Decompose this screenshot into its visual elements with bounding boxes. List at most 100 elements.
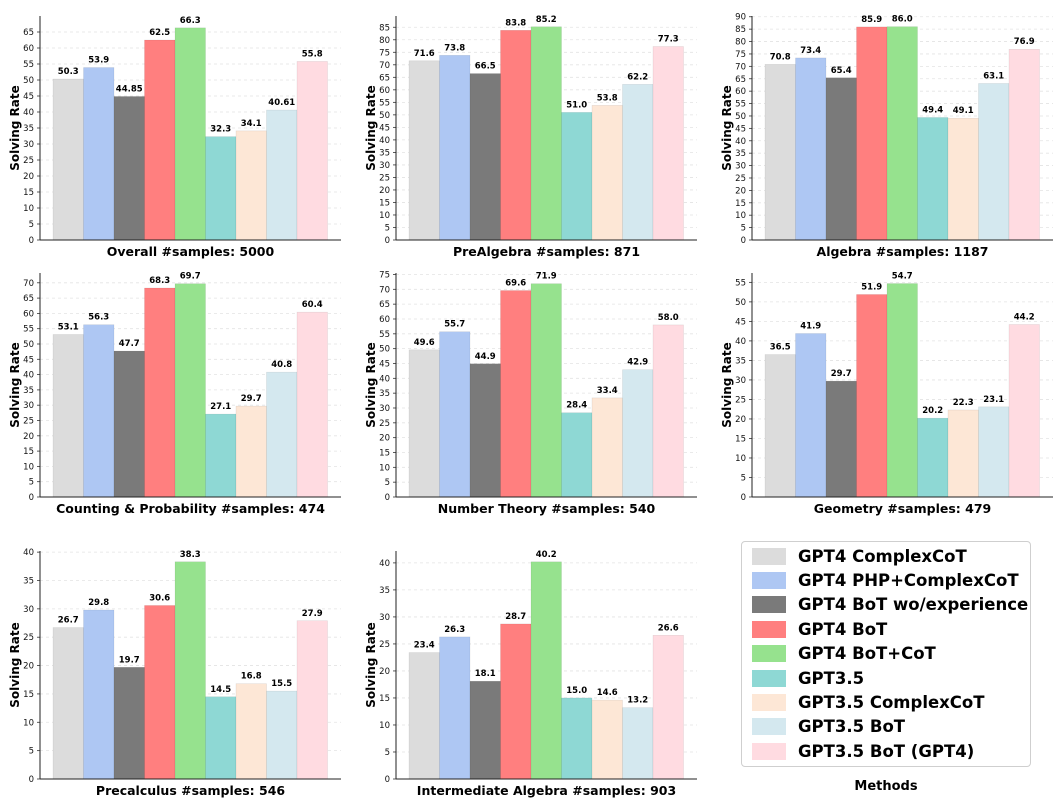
- bar: [652, 635, 684, 780]
- y-tick-label: 50: [23, 340, 34, 350]
- bar: [144, 605, 176, 780]
- bar-value-label: 86.0: [892, 15, 913, 25]
- legend-label: GPT4 BoT: [798, 619, 888, 639]
- y-tick-label: 40: [379, 374, 390, 384]
- bar-value-label: 66.3: [180, 16, 201, 26]
- bar-value-label: 44.85: [116, 84, 143, 94]
- bar-value-label: 32.3: [210, 125, 231, 135]
- bar-value-label: 30.6: [149, 593, 170, 603]
- bar: [235, 130, 267, 241]
- legend-item: GPT3.5 BoT: [752, 715, 905, 739]
- bar: [266, 690, 298, 780]
- bar: [978, 83, 1010, 241]
- bar-value-label: 38.3: [180, 550, 201, 560]
- bar-value-label: 49.4: [922, 105, 943, 115]
- y-tick-label: 45: [23, 92, 34, 102]
- bar-value-label: 77.3: [658, 35, 679, 45]
- bar-value-label: 13.2: [627, 696, 648, 706]
- y-tick-label: 50: [735, 298, 746, 308]
- subplot-title: Geometry #samples: 479: [814, 501, 991, 516]
- y-tick-label: 10: [735, 211, 746, 221]
- y-tick-label: 30: [735, 376, 746, 386]
- bar: [500, 623, 532, 780]
- bar: [500, 30, 532, 241]
- bar: [52, 78, 84, 241]
- y-tick-label: 85: [735, 25, 746, 35]
- y-tick-label: 25: [23, 156, 34, 166]
- y-tick-label: 70: [23, 279, 34, 289]
- bar-value-label: 51.0: [566, 100, 587, 110]
- bar-value-label: 29.7: [831, 369, 852, 379]
- bar: [530, 26, 562, 241]
- bar-value-label: 40.2: [536, 550, 557, 560]
- bar: [439, 331, 471, 498]
- bar: [947, 409, 979, 498]
- bar: [764, 354, 796, 498]
- bar-value-label: 73.8: [444, 43, 465, 53]
- y-tick-label: 85: [379, 23, 390, 33]
- bar: [83, 67, 115, 241]
- y-tick-label: 0: [385, 775, 390, 785]
- y-tick-label: 70: [735, 62, 746, 72]
- bar: [439, 55, 471, 241]
- bar-value-label: 55.8: [302, 49, 323, 59]
- bar: [408, 60, 440, 241]
- y-tick-label: 25: [379, 640, 390, 650]
- y-tick-label: 20: [379, 667, 390, 677]
- subplot-title: Intermediate Algebra #samples: 903: [417, 783, 676, 798]
- legend-label: GPT4 PHP+ComplexCoT: [798, 570, 1019, 590]
- bar: [795, 333, 827, 498]
- y-tick-label: 45: [379, 359, 390, 369]
- bar: [205, 413, 237, 498]
- y-tick-label: 40: [379, 559, 390, 569]
- bar: [652, 324, 684, 498]
- bar: [1008, 48, 1040, 241]
- bar: [266, 371, 298, 498]
- bar-value-label: 51.9: [861, 282, 882, 292]
- y-tick-label: 55: [23, 325, 34, 335]
- bar-value-label: 44.9: [475, 352, 496, 362]
- y-tick-label: 15: [379, 694, 390, 704]
- bar: [530, 283, 562, 498]
- y-tick-label: 20: [23, 662, 34, 672]
- bar: [296, 620, 328, 780]
- y-tick-label: 35: [23, 124, 34, 134]
- bar: [174, 27, 206, 241]
- subplot-title: Overall #samples: 5000: [107, 244, 275, 259]
- bar-value-label: 27.9: [302, 609, 323, 619]
- subplot-4: 0 5 10 15 20 25 30 35 40 45 50 55 60 65 70 53.1 56.3 47.7…: [8, 272, 341, 516]
- bar-value-label: 66.5: [475, 62, 496, 72]
- y-tick-label: 65: [379, 73, 390, 83]
- subplot-5: 0 5 10 15 20 25 30 35 40 45 50 55 60 65 70 75 49.6 55.7 44…: [364, 270, 697, 516]
- bar-value-label: 41.9: [800, 321, 821, 331]
- y-tick-label: 75: [735, 50, 746, 60]
- bar-value-label: 62.5: [149, 28, 170, 38]
- y-tick-label: 25: [735, 395, 746, 405]
- bar-value-label: 76.9: [1014, 37, 1035, 47]
- bar: [439, 636, 471, 780]
- y-tick-label: 15: [735, 434, 746, 444]
- bar-value-label: 54.7: [892, 272, 913, 282]
- y-axis-label: Solving Rate: [8, 85, 22, 170]
- bar: [622, 369, 654, 498]
- bar: [856, 26, 888, 241]
- y-tick-label: 20: [379, 186, 390, 196]
- y-tick-label: 0: [29, 236, 34, 246]
- legend-swatch: [752, 645, 786, 663]
- y-tick-label: 0: [29, 493, 34, 503]
- y-axis-label: Solving Rate: [364, 342, 378, 427]
- bar-value-label: 56.3: [88, 313, 109, 323]
- legend-label: GPT3.5: [798, 668, 865, 688]
- subplot-2: 0 5 10 15 20 25 30 35 40 45 50 55 60 65 70 75 80 85 71.6 73…: [364, 15, 697, 259]
- bar-value-label: 34.1: [241, 119, 262, 129]
- y-tick-label: 15: [23, 447, 34, 457]
- y-tick-label: 0: [741, 493, 746, 503]
- bar-value-label: 42.9: [627, 358, 648, 368]
- y-tick-label: 5: [29, 478, 34, 488]
- legend-item: GPT4 BoT wo/experience: [752, 593, 1028, 617]
- bar: [561, 697, 593, 780]
- y-tick-label: 35: [379, 389, 390, 399]
- y-axis-label: Solving Rate: [364, 622, 378, 707]
- bar-value-label: 23.4: [414, 641, 435, 651]
